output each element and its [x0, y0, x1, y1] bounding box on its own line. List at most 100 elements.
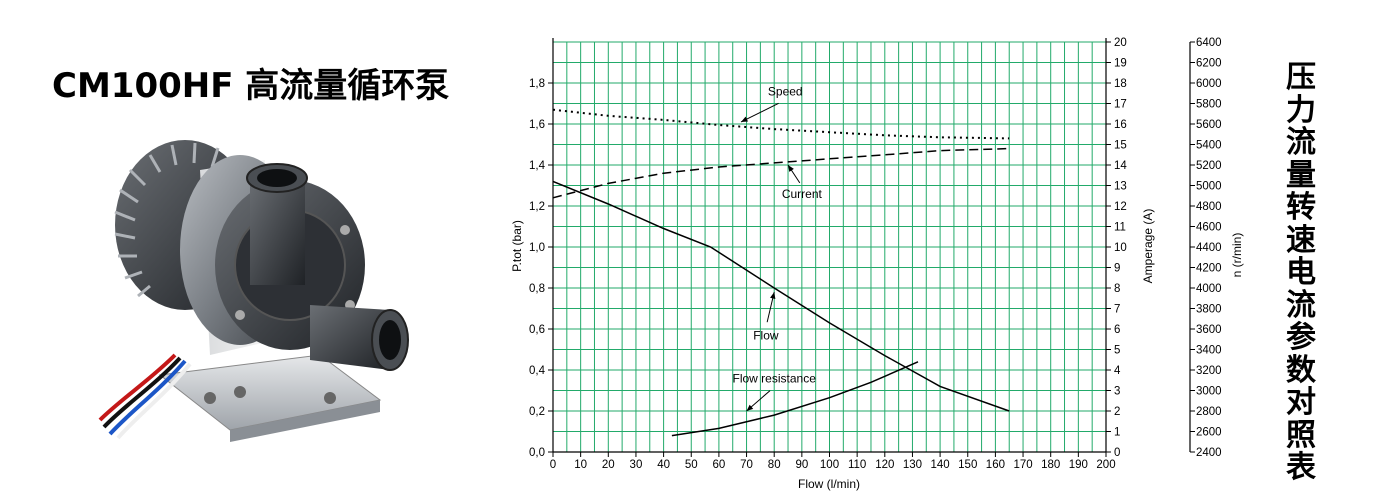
side-title-char: 参	[1286, 320, 1316, 355]
y-right2-tick-label: 3200	[1196, 365, 1222, 377]
y-right1-tick-label: 19	[1114, 58, 1127, 70]
annotation-label: Flow resistance	[733, 371, 817, 385]
y-right2-tick-label: 6400	[1196, 37, 1222, 49]
x-tick-label: 100	[820, 459, 839, 471]
side-title-char: 对	[1286, 385, 1316, 420]
side-title: 压力流量转速电流参数对照表	[1276, 60, 1326, 485]
x-tick-label: 70	[740, 459, 753, 471]
chart-series	[552, 108, 1010, 437]
y-left-tick-label: 1,2	[529, 201, 545, 213]
annotation-arrowhead	[788, 165, 794, 172]
y-right1-tick-label: 10	[1114, 242, 1127, 254]
y-right2-tick-label: 5800	[1196, 99, 1222, 111]
y-left-axis-label: P.tot (bar)	[510, 220, 524, 272]
page-title: CM100HF 高流量循环泵	[52, 66, 450, 106]
x-tick-label: 90	[795, 459, 808, 471]
y-right2-tick-label: 4800	[1196, 201, 1222, 213]
annotation-arrowhead	[741, 116, 749, 122]
y-right1-tick-label: 3	[1114, 386, 1120, 398]
y-right2-tick-label: 4400	[1196, 242, 1222, 254]
x-tick-label: 150	[958, 459, 977, 471]
x-tick-label: 0	[550, 459, 556, 471]
series-line-flow	[552, 180, 1010, 412]
x-tick-label: 160	[986, 459, 1005, 471]
y-right1-tick-label: 1	[1114, 427, 1120, 439]
side-title-char: 速	[1286, 222, 1316, 258]
y-right2-tick-label: 5200	[1196, 160, 1222, 172]
y-right2-tick-label: 6200	[1196, 58, 1222, 70]
side-title-char: 照	[1286, 417, 1316, 453]
side-title-char: 流	[1286, 125, 1316, 160]
x-tick-label: 20	[602, 459, 615, 471]
annotation-label: Flow	[753, 328, 779, 342]
pump-illustration	[98, 140, 409, 442]
y-right2-tick-label: 5000	[1196, 181, 1222, 193]
x-tick-label: 60	[713, 459, 726, 471]
y-right1-tick-label: 20	[1114, 37, 1127, 49]
y-right2-tick-label: 3400	[1196, 345, 1222, 357]
y-right2-tick-label: 2600	[1196, 427, 1222, 439]
side-title-char: 力	[1286, 92, 1316, 128]
y-left-tick-label: 1,6	[529, 119, 545, 131]
side-title-char: 压	[1286, 60, 1316, 95]
y-right1-tick-label: 7	[1114, 304, 1120, 316]
x-tick-label: 120	[875, 459, 894, 471]
side-title-char: 数	[1286, 352, 1316, 388]
y-right1-tick-label: 9	[1114, 263, 1120, 275]
y-right1-tick-label: 16	[1114, 119, 1127, 131]
y-left-tick-label: 0,0	[529, 447, 545, 459]
y-right1-tick-label: 0	[1114, 447, 1120, 459]
annotation-arrowhead	[770, 292, 776, 299]
x-tick-label: 30	[630, 459, 643, 471]
y-right2-tick-label: 2400	[1196, 447, 1222, 459]
chart-axes: 0 10 20 30 40 50 60 70 80 90 100 110 120 130 140 150 160…	[529, 37, 1222, 471]
y-right2-tick-label: 5600	[1196, 119, 1222, 131]
side-title-char: 电	[1286, 255, 1316, 290]
y-right1-tick-label: 14	[1114, 160, 1127, 172]
pump-image	[90, 130, 410, 450]
annotation-arrowhead	[746, 404, 754, 411]
x-tick-label: 180	[1041, 459, 1060, 471]
side-title-char: 量	[1286, 157, 1316, 193]
y-right1-tick-label: 5	[1114, 345, 1120, 357]
y-right2-tick-label: 3800	[1196, 304, 1222, 316]
annotation-label: Speed	[768, 84, 803, 98]
x-tick-label: 200	[1096, 459, 1115, 471]
y-right1-tick-label: 2	[1114, 406, 1120, 418]
y-right1-tick-label: 6	[1114, 324, 1120, 336]
series-line-speed	[552, 108, 1010, 140]
y-right2-tick-label: 6000	[1196, 78, 1222, 90]
series-line-current	[552, 147, 1010, 199]
x-axis-label: Flow (l/min)	[798, 477, 860, 491]
x-tick-label: 190	[1069, 459, 1088, 471]
x-tick-label: 80	[768, 459, 781, 471]
y-right2-tick-label: 4000	[1196, 283, 1222, 295]
y-right1-tick-label: 17	[1114, 99, 1127, 111]
side-title-char: 流	[1286, 287, 1316, 323]
side-title-char: 表	[1286, 450, 1316, 485]
y-right1-tick-label: 12	[1114, 201, 1127, 213]
x-tick-label: 10	[574, 459, 587, 471]
x-tick-label: 50	[685, 459, 698, 471]
y-right2-tick-label: 2800	[1196, 406, 1222, 418]
y-left-tick-label: 1,0	[529, 242, 545, 254]
annotation-label: Current	[782, 187, 823, 201]
y-right2-tick-label: 5400	[1196, 140, 1222, 152]
y-right2-tick-label: 3000	[1196, 386, 1222, 398]
x-tick-label: 110	[848, 459, 866, 471]
y-left-tick-label: 1,8	[529, 78, 545, 90]
y-right1-tick-label: 13	[1114, 181, 1127, 193]
chart-grid	[553, 41, 1107, 452]
chart-annotations: Speed Current Flow Flow resistance	[733, 84, 823, 412]
y-left-tick-label: 0,4	[529, 365, 546, 377]
x-tick-label: 130	[903, 459, 922, 471]
y-right1-axis-label: Amperage (A)	[1141, 209, 1155, 284]
y-right1-tick-label: 15	[1114, 140, 1127, 152]
y-right1-tick-label: 8	[1114, 283, 1120, 295]
annotation-arrow	[740, 102, 779, 123]
y-right2-tick-label: 4200	[1196, 263, 1222, 275]
y-right2-tick-label: 3600	[1196, 324, 1222, 336]
y-right1-tick-label: 18	[1114, 78, 1127, 90]
x-tick-label: 40	[657, 459, 670, 471]
